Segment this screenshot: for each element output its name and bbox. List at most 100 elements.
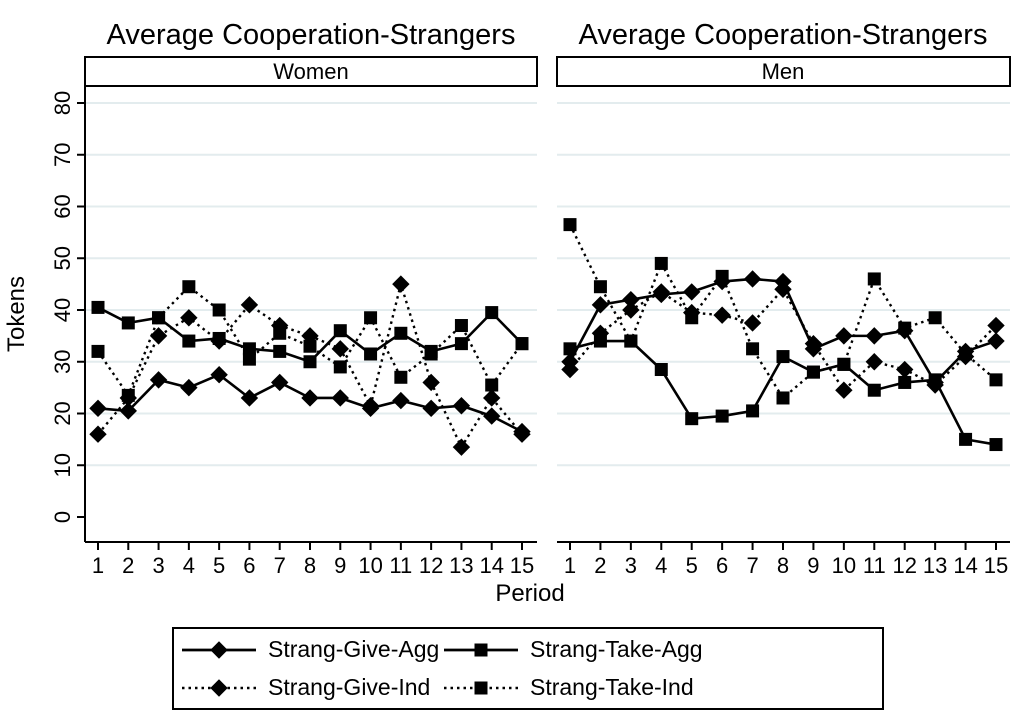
- x-tick-label: 5: [686, 553, 698, 578]
- strang-give-agg-diamond-marker: [622, 290, 640, 309]
- legend-label: Strang-Take-Ind: [530, 674, 694, 700]
- x-tick-label: 5: [213, 553, 225, 578]
- strang-take-ind-square-marker: [715, 269, 729, 283]
- strang-take-agg-square-marker: [563, 342, 577, 356]
- strang-give-agg-diamond-marker: [483, 407, 501, 425]
- y-tick-label: 50: [50, 246, 75, 270]
- strang-give-agg-diamond-marker: [392, 391, 410, 410]
- strang-take-agg-square-marker: [91, 300, 105, 314]
- legend-sample-strang-give-agg: [182, 640, 256, 659]
- strang-take-agg-square-marker: [654, 363, 668, 377]
- strang-give-ind-diamond-marker: [240, 296, 259, 314]
- x-tick-label: 7: [274, 553, 286, 578]
- strang-give-agg-diamond-marker: [865, 327, 883, 345]
- strang-take-ind-square-marker: [624, 334, 638, 348]
- strang-give-agg-diamond-marker: [89, 399, 107, 418]
- y-tick-label: 10: [50, 453, 75, 477]
- legend-sample-strang-give-ind: [182, 678, 256, 697]
- series-line-strang-take-ind: [97, 285, 523, 398]
- panel-title-right: Average Cooperation-Strangers: [579, 19, 988, 51]
- legend-label: Strang-Give-Agg: [268, 636, 440, 662]
- strang-give-ind-diamond-marker: [392, 275, 410, 293]
- x-tick-label: 11: [389, 553, 412, 578]
- strang-give-ind-diamond-marker: [622, 301, 640, 319]
- legend-entry-strang-take-agg: Strang-Take-Agg: [442, 633, 882, 667]
- strang-give-ind-diamond-marker: [452, 438, 471, 456]
- strang-give-ind-diamond-marker: [835, 381, 853, 399]
- x-tick-label: 12: [892, 553, 916, 578]
- strang-give-ind-diamond-marker: [331, 340, 349, 358]
- strang-give-ind-diamond-marker: [361, 397, 380, 415]
- strang-take-ind-square-marker: [333, 360, 347, 374]
- strang-take-agg-square-marker: [485, 306, 499, 320]
- strang-give-ind-diamond-marker: [180, 309, 198, 327]
- strang-take-ind-square-marker: [898, 321, 912, 335]
- y-axis-label: Tokens: [3, 276, 30, 352]
- strang-take-ind-square-marker: [654, 256, 668, 270]
- x-tick-label: 8: [777, 553, 789, 578]
- x-tick-label: 15: [984, 553, 1008, 578]
- strang-give-ind-diamond-marker: [713, 306, 731, 324]
- legend-label: Strang-Take-Agg: [530, 636, 703, 662]
- strang-take-agg-square-marker: [454, 337, 468, 351]
- strang-take-agg-square-marker: [273, 344, 287, 358]
- y-tick-label: 60: [50, 194, 75, 218]
- strang-give-agg-diamond-marker: [683, 283, 701, 301]
- strang-take-agg-square-marker: [867, 383, 881, 397]
- strang-take-agg-square-marker: [121, 316, 135, 330]
- x-tick-label: 7: [746, 553, 758, 578]
- x-tick-label: 2: [594, 553, 606, 578]
- strang-take-agg-square-marker: [959, 432, 973, 446]
- strang-give-ind-diamond-marker: [561, 360, 579, 379]
- x-tick-label: 3: [625, 553, 637, 578]
- strang-take-agg-square-marker: [685, 412, 699, 426]
- strang-give-ind-diamond-marker: [591, 324, 610, 342]
- strang-take-ind-square-marker: [806, 365, 820, 379]
- x-tick-label: 14: [953, 553, 977, 578]
- strang-take-agg-square-marker: [394, 326, 408, 340]
- strang-give-agg-diamond-marker: [743, 270, 762, 288]
- legend-entry-strang-take-ind: Strang-Take-Ind: [442, 671, 882, 705]
- strang-take-agg-square-marker: [746, 404, 760, 418]
- x-tick-label: 13: [923, 553, 947, 578]
- x-tick-label: 1: [92, 553, 104, 578]
- strang-take-agg-square-marker: [715, 409, 729, 423]
- strang-take-ind-square-marker: [959, 347, 973, 361]
- strang-take-ind-square-marker: [212, 303, 226, 317]
- strang-give-agg-diamond-marker: [271, 373, 289, 392]
- strang-give-ind-diamond-marker: [149, 327, 168, 345]
- y-tick-label: 40: [50, 298, 75, 322]
- y-tick-label: 80: [50, 91, 75, 115]
- x-tick-label: 8: [304, 553, 316, 578]
- legend-box: Strang-Give-Agg Strang-Take-Agg Strang-G…: [172, 627, 884, 710]
- y-tick-label: 70: [50, 143, 75, 167]
- strang-take-ind-square-marker: [364, 311, 378, 325]
- panel-header-men: Men: [762, 59, 805, 84]
- x-tick-label: 6: [243, 553, 255, 578]
- strang-give-agg-diamond-marker: [301, 389, 319, 407]
- strang-take-ind-square-marker: [593, 280, 607, 294]
- strang-take-ind-square-marker: [152, 311, 166, 325]
- strang-give-ind-diamond-marker: [652, 283, 670, 301]
- strang-take-ind-square-marker: [989, 373, 1003, 387]
- strang-give-agg-diamond-marker: [149, 371, 168, 389]
- strang-give-ind-diamond-marker: [513, 425, 531, 443]
- x-tick-label: 2: [122, 553, 134, 578]
- strang-take-agg-square-marker: [776, 350, 790, 364]
- x-tick-label: 13: [449, 553, 473, 578]
- strang-take-ind-square-marker: [474, 681, 488, 694]
- strang-give-agg-diamond-marker: [210, 640, 228, 659]
- strang-take-ind-square-marker: [515, 337, 529, 351]
- x-tick-label: 15: [510, 553, 534, 578]
- y-tick-label: 30: [50, 350, 75, 374]
- strang-take-ind-square-marker: [928, 311, 942, 325]
- strang-take-agg-square-marker: [364, 347, 378, 361]
- strang-give-agg-diamond-marker: [835, 327, 853, 345]
- strang-give-ind-diamond-marker: [89, 425, 107, 443]
- strang-give-ind-diamond-marker: [865, 353, 883, 371]
- strang-give-ind-diamond-marker: [926, 376, 944, 394]
- strang-give-ind-diamond-marker: [422, 373, 440, 392]
- strang-take-ind-square-marker: [273, 326, 287, 340]
